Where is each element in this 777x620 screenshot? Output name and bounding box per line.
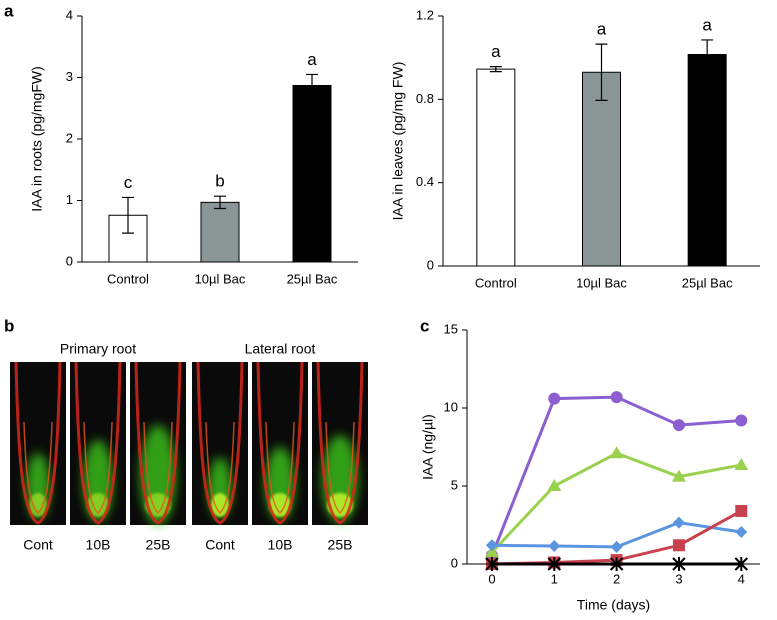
bar	[687, 54, 727, 267]
y-tick-label: 1	[66, 192, 73, 207]
y-tick-label: 0	[427, 257, 434, 272]
y-axis-label: IAA in roots (pg/mgFW)	[29, 66, 45, 211]
y-tick-label: 0	[451, 555, 458, 570]
bar	[582, 71, 621, 267]
x-tick-label: 0	[488, 571, 495, 586]
micrograph	[312, 361, 368, 525]
x-tick-label: Control	[107, 271, 149, 286]
significance-letter: a	[597, 20, 607, 39]
root-outline	[134, 361, 182, 525]
micrograph	[130, 361, 186, 525]
bar	[200, 201, 240, 263]
micrograph-label: 25B	[146, 537, 171, 553]
bar	[292, 84, 332, 263]
y-tick-label: 4	[66, 7, 73, 22]
panel-label: a	[4, 1, 14, 20]
x-tick-label: 3	[675, 571, 682, 586]
error-bar	[701, 39, 714, 70]
bar	[476, 68, 516, 267]
significance-letter: c	[124, 173, 133, 192]
x-tick-label: 25µl Bac	[682, 275, 733, 290]
marker	[610, 540, 623, 553]
error-bar	[489, 66, 502, 73]
x-tick-label: 10µl Bac	[576, 275, 627, 290]
marker	[735, 414, 748, 427]
y-tick-label: 10	[444, 399, 458, 414]
micrograph	[70, 361, 126, 525]
x-axis-label: Time (days)	[577, 597, 650, 613]
micrograph-group-title: Lateral root	[245, 341, 316, 357]
panel-label: b	[4, 316, 14, 335]
significance-letter: b	[215, 172, 224, 191]
marker	[672, 419, 685, 432]
marker	[735, 526, 748, 539]
marker	[672, 539, 685, 552]
root-outline-inner	[205, 421, 235, 515]
x-tick-label: Control	[475, 275, 517, 290]
micrograph	[10, 361, 66, 525]
y-tick-label: 2	[66, 130, 73, 145]
marker	[548, 540, 561, 553]
micrograph-label: 25B	[328, 537, 353, 553]
marker	[485, 539, 498, 552]
micrograph-label: 10B	[268, 537, 293, 553]
error-bar	[306, 73, 318, 98]
marker	[672, 516, 685, 529]
fluorescence-core	[211, 493, 229, 517]
root-outline-inner	[265, 421, 295, 515]
marker	[735, 504, 748, 517]
root-outline-inner	[143, 421, 173, 515]
fluorescence-core	[269, 493, 291, 517]
marker	[609, 446, 624, 459]
micrograph-label: Cont	[205, 537, 235, 553]
y-tick-label: 5	[451, 477, 458, 492]
marker	[671, 469, 686, 482]
x-tick-label: 10µl Bac	[195, 271, 246, 286]
marker	[484, 545, 499, 558]
root-outline	[14, 361, 62, 525]
significance-letter: a	[702, 15, 712, 34]
y-axis-label: IAA (ng/µl)	[420, 414, 436, 480]
y-tick-label: 0	[66, 253, 73, 268]
micrograph	[252, 361, 308, 525]
significance-letter: a	[491, 42, 501, 61]
marker	[734, 457, 749, 470]
x-tick-label: 2	[613, 571, 620, 586]
root-outline	[316, 361, 364, 525]
micrograph	[192, 361, 248, 525]
y-tick-label: 0.4	[416, 174, 434, 189]
micrograph-label: 10B	[86, 537, 111, 553]
error-bar	[595, 43, 608, 101]
root-outline	[196, 361, 244, 525]
error-bar	[122, 196, 134, 234]
fluorescence-core	[29, 493, 47, 517]
x-tick-label: 4	[738, 571, 745, 586]
micrograph-label: Cont	[23, 537, 53, 553]
marker	[548, 392, 561, 405]
y-tick-label: 1.2	[416, 7, 434, 22]
fluorescence-core	[87, 493, 109, 517]
y-tick-label: 0.8	[416, 91, 434, 106]
root-outline-inner	[83, 421, 113, 515]
root-outline-inner	[23, 421, 53, 515]
root-outline	[74, 361, 122, 525]
series-line	[490, 451, 742, 554]
micrograph-group-title: Primary root	[60, 341, 136, 357]
significance-letter: a	[307, 50, 317, 69]
y-axis-label: IAA in leaves (pg/mg FW)	[390, 62, 406, 221]
root-outline	[256, 361, 304, 525]
panel-label: c	[420, 316, 429, 335]
y-tick-label: 15	[444, 321, 458, 336]
x-tick-label: 1	[551, 571, 558, 586]
error-bar	[214, 195, 226, 210]
marker	[547, 479, 562, 491]
y-tick-label: 3	[66, 69, 73, 84]
root-outline-inner	[325, 421, 355, 515]
x-tick-label: 25µl Bac	[287, 271, 338, 286]
marker	[610, 391, 623, 404]
